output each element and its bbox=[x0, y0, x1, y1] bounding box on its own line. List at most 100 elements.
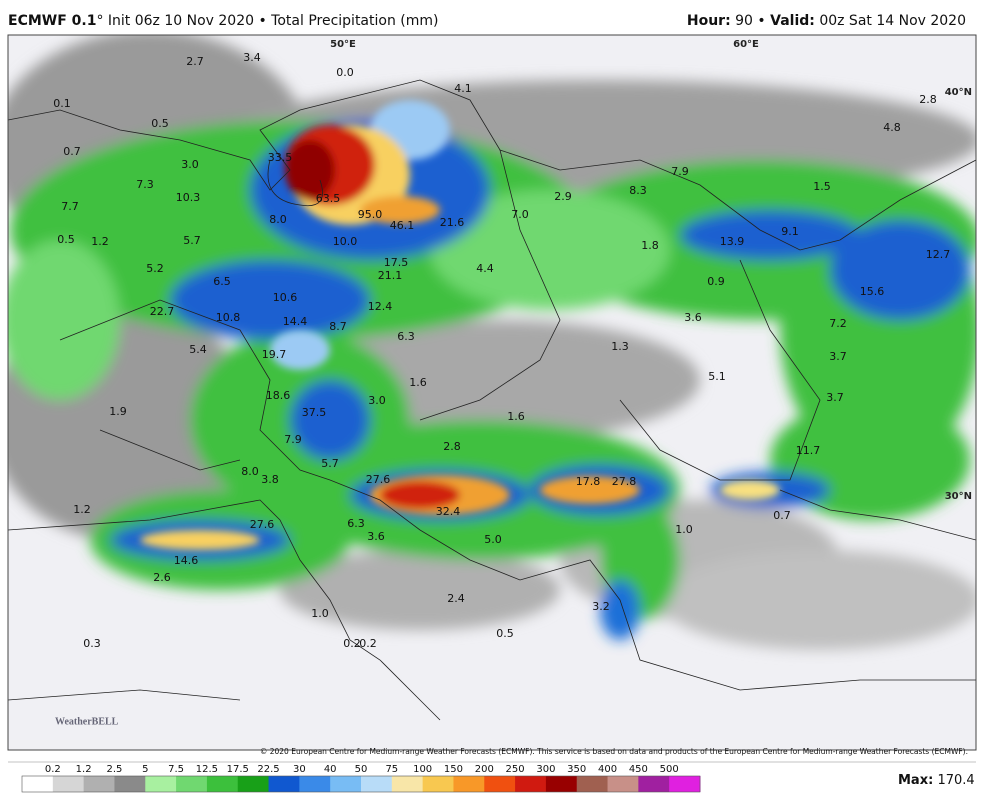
colorbar-tick-label: 350 bbox=[567, 764, 586, 775]
value-label: 1.0 bbox=[311, 607, 329, 620]
value-label: 7.2 bbox=[829, 317, 847, 330]
value-label: 63.5 bbox=[316, 192, 341, 205]
value-label: 8.7 bbox=[329, 320, 347, 333]
value-label: 8.3 bbox=[629, 184, 647, 197]
value-label: 0.3 bbox=[83, 637, 101, 650]
value-label: 8.0 bbox=[269, 213, 287, 226]
hour-label: Hour: bbox=[687, 13, 731, 29]
value-label: 7.7 bbox=[61, 200, 79, 213]
header-left-rest: ° Init 06z 10 Nov 2020 • Total Precipita… bbox=[96, 13, 438, 29]
grid-label: 40°N bbox=[945, 87, 972, 98]
value-label: 12.7 bbox=[926, 248, 951, 261]
colorbar-tick-label: 75 bbox=[385, 764, 398, 775]
value-label: 3.4 bbox=[243, 51, 261, 64]
colorbar-swatch bbox=[268, 776, 300, 792]
value-label: 18.6 bbox=[266, 389, 291, 402]
value-label: 0.5 bbox=[57, 233, 75, 246]
value-label: 37.5 bbox=[302, 406, 327, 419]
value-label: 4.8 bbox=[883, 121, 901, 134]
colorbar-tick-label: 400 bbox=[598, 764, 617, 775]
value-label: 2.9 bbox=[554, 190, 572, 203]
colorbar-swatch bbox=[237, 776, 270, 792]
value-label: 3.7 bbox=[829, 350, 847, 363]
value-label: 2.8 bbox=[919, 93, 937, 106]
value-label: 5.7 bbox=[183, 234, 201, 247]
colorbar-swatch bbox=[83, 776, 115, 792]
value-label: 2.8 bbox=[443, 440, 461, 453]
map-frame bbox=[7, 34, 977, 751]
colorbar-tick-label: 7.5 bbox=[168, 764, 184, 775]
value-label: 27.6 bbox=[250, 518, 275, 531]
value-label: 0.2 bbox=[359, 637, 377, 650]
value-label: 3.6 bbox=[684, 311, 702, 324]
colorbar-tick-label: 40 bbox=[324, 764, 337, 775]
value-label: 21.1 bbox=[378, 269, 403, 282]
colorbar-tick-label: 17.5 bbox=[227, 764, 249, 775]
colorbar-swatch bbox=[576, 776, 609, 792]
value-label: 5.4 bbox=[189, 343, 207, 356]
value-label: 7.9 bbox=[284, 433, 302, 446]
valid-label: Valid: bbox=[770, 13, 815, 29]
hour: 90 • bbox=[735, 13, 766, 29]
colorbar-swatch bbox=[669, 776, 701, 792]
value-label: 15.6 bbox=[860, 285, 885, 298]
grid-label: 50°E bbox=[330, 39, 356, 50]
precip-core bbox=[140, 100, 780, 550]
value-label: 0.2 bbox=[343, 637, 361, 650]
value-label: 9.1 bbox=[781, 225, 799, 238]
value-label: 8.0 bbox=[241, 465, 259, 478]
colorbar-swatch bbox=[299, 776, 331, 792]
value-label: 4.4 bbox=[476, 262, 494, 275]
value-label: 95.0 bbox=[358, 208, 383, 221]
value-label: 27.8 bbox=[612, 475, 637, 488]
grid-label: 60°E bbox=[733, 39, 759, 50]
value-label: 6.3 bbox=[397, 330, 415, 343]
colorbar-swatch bbox=[114, 776, 146, 792]
max-label: Max: bbox=[898, 773, 933, 788]
value-label: 2.6 bbox=[153, 571, 171, 584]
value-label: 21.6 bbox=[440, 216, 465, 229]
value-label: 0.5 bbox=[496, 627, 514, 640]
value-label: 1.6 bbox=[507, 410, 525, 423]
value-label: 6.5 bbox=[213, 275, 231, 288]
map-labels: 50°E 60°E 40°N 30°N 0.1 2.7 3.4 0.0 4.1 2.8 4.8 0.5… bbox=[53, 39, 972, 650]
colorbar: 0.2 1.2 2.5 5 7.5 12.5 17.5 22.5 30 40 50 75 100 150 2… bbox=[8, 761, 976, 793]
max-value: 170.4 bbox=[937, 773, 974, 788]
value-label: 11.7 bbox=[796, 444, 821, 457]
value-label: 3.0 bbox=[368, 394, 386, 407]
value-label: 7.0 bbox=[511, 208, 529, 221]
colorbar-tick-label: 150 bbox=[444, 764, 463, 775]
colorbar-tick-label: 250 bbox=[506, 764, 525, 775]
colorbar-tick-label: 500 bbox=[660, 764, 679, 775]
colorbar-tick-label: 30 bbox=[293, 764, 306, 775]
header-left: ECMWF 0.1° Init 06z 10 Nov 2020 • Total … bbox=[8, 13, 438, 29]
value-label: 1.5 bbox=[813, 180, 831, 193]
value-label: 1.8 bbox=[641, 239, 659, 252]
value-label: 17.5 bbox=[384, 256, 409, 269]
colorbar-tick-label: 1.2 bbox=[76, 764, 92, 775]
value-label: 10.6 bbox=[273, 291, 298, 304]
value-label: 7.3 bbox=[136, 178, 154, 191]
colorbar-swatch bbox=[515, 776, 547, 792]
value-label: 1.6 bbox=[409, 376, 427, 389]
colorbar-swatch bbox=[206, 776, 239, 792]
colorbar-swatch bbox=[330, 776, 362, 792]
colorbar-tick-label: 5 bbox=[142, 764, 148, 775]
value-label: 1.9 bbox=[109, 405, 127, 418]
header-right: Hour: 90 • Valid: 00z Sat 14 Nov 2020 bbox=[687, 13, 966, 29]
value-label: 2.4 bbox=[447, 592, 465, 605]
model: ECMWF 0.1 bbox=[8, 13, 96, 29]
value-label: 19.7 bbox=[262, 348, 287, 361]
value-label: 5.7 bbox=[321, 457, 339, 470]
precip-field bbox=[8, 35, 976, 650]
copyright: © 2020 European Centre for Medium-range … bbox=[260, 747, 968, 756]
colorbar-swatch bbox=[391, 776, 424, 792]
value-label: 5.2 bbox=[146, 262, 164, 275]
value-label: 6.3 bbox=[347, 517, 365, 530]
value-label: 7.9 bbox=[671, 165, 689, 178]
value-label: 3.2 bbox=[592, 600, 610, 613]
colorbar-frame bbox=[21, 775, 701, 793]
value-label: 1.0 bbox=[675, 523, 693, 536]
value-label: 3.0 bbox=[181, 158, 199, 171]
colorbar-swatch bbox=[484, 776, 516, 792]
